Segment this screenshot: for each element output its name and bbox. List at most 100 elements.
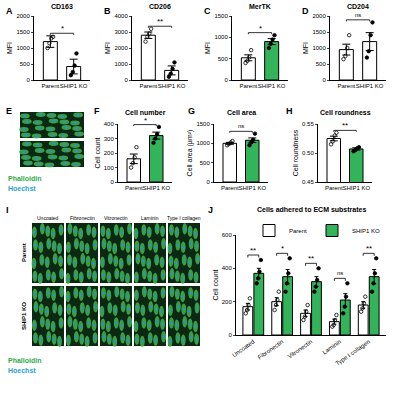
svg-text:1000: 1000 <box>114 61 128 67</box>
svg-text:1000: 1000 <box>16 45 30 51</box>
svg-text:Parent: Parent <box>325 185 343 191</box>
svg-text:SHIP1 KO: SHIP1 KO <box>21 302 27 330</box>
svg-text:1500: 1500 <box>196 121 210 127</box>
svg-text:0: 0 <box>228 332 232 338</box>
svg-text:SHIP1 KO: SHIP1 KO <box>342 185 370 191</box>
svg-text:A: A <box>6 6 13 16</box>
svg-text:Cell roundness: Cell roundness <box>320 109 371 116</box>
svg-text:Parent: Parent <box>221 185 239 191</box>
svg-text:**: ** <box>157 17 163 26</box>
svg-text:ns: ns <box>355 12 361 18</box>
svg-text:J: J <box>208 205 213 215</box>
svg-text:400: 400 <box>104 121 115 127</box>
svg-text:MFI: MFI <box>302 42 309 54</box>
svg-text:1000: 1000 <box>196 140 210 146</box>
svg-text:**: ** <box>366 244 372 253</box>
svg-text:H: H <box>286 106 293 116</box>
svg-text:2000: 2000 <box>312 13 326 19</box>
svg-text:SHIP1 KO: SHIP1 KO <box>258 83 286 89</box>
svg-text:*: * <box>259 24 262 33</box>
svg-text:0.50: 0.50 <box>302 150 314 156</box>
svg-text:C: C <box>204 6 211 16</box>
svg-text:1500: 1500 <box>312 29 326 35</box>
svg-text:Vitronectin: Vitronectin <box>287 339 314 360</box>
svg-text:Parent: Parent <box>41 83 59 89</box>
svg-text:Uncoated: Uncoated <box>37 215 59 221</box>
svg-text:B: B <box>104 6 111 16</box>
svg-text:Phalloidin: Phalloidin <box>8 357 41 364</box>
svg-text:SHIP1 KO: SHIP1 KO <box>238 185 266 191</box>
svg-text:MFI: MFI <box>104 42 111 54</box>
svg-text:ns: ns <box>337 270 343 276</box>
svg-text:0.55: 0.55 <box>302 121 314 127</box>
svg-text:Parent: Parent <box>125 185 143 191</box>
svg-text:Hoechst: Hoechst <box>8 367 36 374</box>
svg-text:E: E <box>6 106 12 116</box>
svg-text:0: 0 <box>322 77 326 83</box>
svg-text:0: 0 <box>110 179 114 185</box>
svg-text:2000: 2000 <box>16 13 30 19</box>
svg-text:G: G <box>188 106 195 116</box>
svg-text:0.45: 0.45 <box>302 179 314 185</box>
svg-text:1500: 1500 <box>16 29 30 35</box>
svg-text:Cell area: Cell area <box>227 109 256 116</box>
svg-text:Parent: Parent <box>239 83 257 89</box>
svg-text:Cell count: Cell count <box>212 269 219 300</box>
svg-text:Vitronectin: Vitronectin <box>104 215 128 221</box>
svg-text:4000: 4000 <box>114 13 128 19</box>
svg-text:Uncoated: Uncoated <box>231 339 255 359</box>
svg-text:SHIP1 KO: SHIP1 KO <box>60 83 88 89</box>
svg-text:**: ** <box>342 121 348 130</box>
svg-text:Laminin: Laminin <box>321 339 342 356</box>
svg-text:Fibronectin: Fibronectin <box>257 339 285 361</box>
svg-text:Type I collagen: Type I collagen <box>167 215 201 221</box>
svg-text:CD206: CD206 <box>149 3 171 10</box>
svg-text:3000: 3000 <box>114 29 128 35</box>
svg-text:Parent: Parent <box>21 243 27 262</box>
svg-text:Laminin: Laminin <box>141 215 159 221</box>
svg-text:300: 300 <box>104 136 115 142</box>
svg-text:500: 500 <box>20 61 31 67</box>
svg-text:Fibronectin: Fibronectin <box>70 215 95 221</box>
svg-text:0: 0 <box>124 77 128 83</box>
svg-text:SHIP1 KO: SHIP1 KO <box>158 83 186 89</box>
svg-text:MFI: MFI <box>6 42 13 54</box>
svg-text:MerTK: MerTK <box>249 3 271 10</box>
svg-text:CD163: CD163 <box>51 3 73 10</box>
svg-text:500: 500 <box>218 56 229 62</box>
svg-text:D: D <box>302 6 309 16</box>
svg-text:Type I collagen: Type I collagen <box>334 339 371 367</box>
svg-text:0: 0 <box>224 77 228 83</box>
svg-text:Cell area (µm²): Cell area (µm²) <box>186 130 194 177</box>
svg-text:Hoechst: Hoechst <box>8 185 36 192</box>
svg-text:Parent: Parent <box>289 228 307 234</box>
svg-text:**: ** <box>308 254 314 263</box>
svg-text:100: 100 <box>104 165 115 171</box>
svg-text:Parent: Parent <box>139 83 157 89</box>
svg-text:Phalloidin: Phalloidin <box>8 175 41 182</box>
svg-text:Parent: Parent <box>337 83 355 89</box>
svg-text:SHIP1 KO: SHIP1 KO <box>352 228 380 234</box>
svg-text:*: * <box>144 116 147 125</box>
svg-text:200: 200 <box>222 299 233 305</box>
svg-text:SHIP1 KO: SHIP1 KO <box>142 185 170 191</box>
svg-text:I: I <box>6 205 9 215</box>
svg-text:2000: 2000 <box>114 45 128 51</box>
svg-text:200: 200 <box>104 150 115 156</box>
svg-text:Cell roundness: Cell roundness <box>292 129 299 176</box>
svg-text:500: 500 <box>316 61 327 67</box>
svg-text:600: 600 <box>222 232 233 238</box>
svg-text:Cells adhered to ECM substrate: Cells adhered to ECM substrates <box>257 206 366 213</box>
svg-text:*: * <box>281 244 284 253</box>
svg-text:ns: ns <box>238 123 244 129</box>
svg-text:MFI: MFI <box>204 42 211 54</box>
svg-text:0: 0 <box>206 179 210 185</box>
svg-text:Cell count: Cell count <box>94 137 101 168</box>
svg-text:0: 0 <box>26 77 30 83</box>
svg-text:1500: 1500 <box>214 13 228 19</box>
svg-text:**: ** <box>250 246 256 255</box>
svg-text:1000: 1000 <box>214 34 228 40</box>
svg-text:400: 400 <box>222 265 233 271</box>
svg-text:SHIP1 KO: SHIP1 KO <box>356 83 384 89</box>
svg-text:F: F <box>94 106 100 116</box>
